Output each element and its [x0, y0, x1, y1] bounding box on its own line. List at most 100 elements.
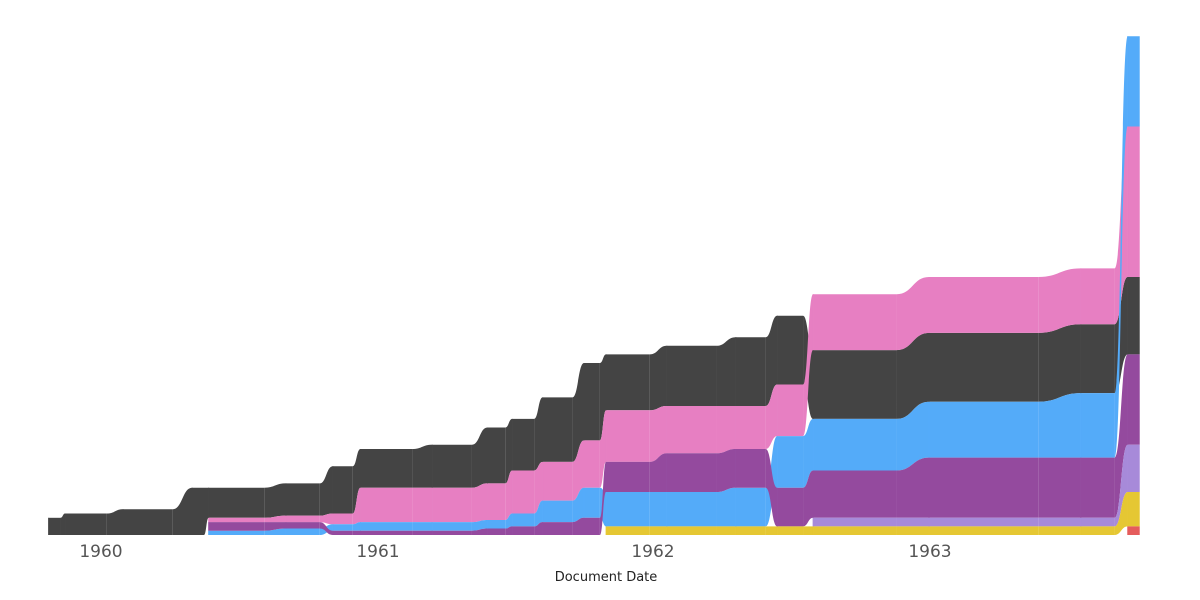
- ribbon-segment: [208, 530, 265, 535]
- ribbon-connector: [765, 526, 778, 535]
- ribbon-connector: [412, 530, 433, 535]
- ribbon-connector: [534, 500, 543, 527]
- ribbon-connector: [534, 522, 543, 535]
- ribbon-connector: [765, 384, 778, 449]
- ribbon-segment: [666, 492, 717, 527]
- ribbon-segment: [542, 522, 573, 535]
- ribbon-segment: [1127, 126, 1140, 277]
- ribbon-segment: [813, 350, 897, 419]
- ribbon-connector: [352, 530, 361, 535]
- ribbon-segment: [735, 487, 766, 527]
- ribbon-segment: [332, 466, 353, 514]
- ribbon-segment: [542, 500, 573, 523]
- ribbon-segment: [666, 526, 717, 535]
- ribbon-connector: [896, 517, 929, 527]
- series-red: [1127, 526, 1140, 535]
- ribbon-segment: [1080, 457, 1115, 518]
- ribbon-connector: [803, 470, 814, 527]
- ribbon-connector: [505, 526, 513, 535]
- ribbon-connector: [1038, 526, 1081, 535]
- ribbon-connector: [1038, 517, 1081, 527]
- ribbon-segment: [813, 418, 897, 471]
- ribbon-connector: [896, 332, 929, 419]
- ribbon-segment: [512, 470, 535, 514]
- ribbon-connector: [60, 513, 66, 535]
- series-blue: [208, 36, 1140, 535]
- ribbon-segment: [432, 444, 472, 488]
- ribbon-segment: [285, 483, 320, 516]
- ribbon-segment: [360, 530, 413, 535]
- ribbon-connector: [264, 483, 286, 518]
- ribbon-connector: [412, 444, 433, 488]
- ribbon-segment: [813, 294, 897, 351]
- ribbon-connector: [716, 449, 736, 492]
- ribbon-segment: [487, 483, 506, 520]
- ribbon-segment: [606, 354, 650, 411]
- ribbon-connector: [716, 487, 736, 527]
- ribbon-segment: [777, 315, 804, 385]
- ribbon-segment: [487, 519, 506, 529]
- series-yellow: [606, 492, 1140, 535]
- series-lavender: [813, 444, 1140, 527]
- ribbon-connector: [896, 277, 929, 351]
- ribbon-segment: [606, 526, 650, 535]
- ribbon-connector: [319, 466, 333, 516]
- ribbon-segment: [777, 384, 804, 437]
- x-axis-title: Document Date: [555, 570, 658, 585]
- ribbon-segment: [65, 513, 107, 535]
- ribbon-connector: [264, 528, 286, 535]
- ribbon-segment: [432, 487, 472, 523]
- ribbon-connector: [264, 515, 286, 523]
- ribbon-segment: [332, 530, 353, 535]
- ribbon-connector: [803, 418, 814, 488]
- ribbon-connector: [505, 418, 513, 484]
- series-dark: [48, 277, 1140, 535]
- ribbon-segment: [285, 528, 320, 535]
- ribbon-segment: [208, 487, 265, 518]
- ribbon-segment: [929, 401, 1039, 458]
- x-tick-label: 1961: [356, 542, 399, 562]
- ribbon-connector: [471, 519, 488, 531]
- x-tick-label: 1963: [908, 542, 951, 562]
- ribbon-segment: [735, 526, 766, 535]
- ribbon-segment: [929, 517, 1039, 527]
- ribbon-connector: [106, 509, 124, 535]
- ribbon-segment: [512, 526, 535, 535]
- period-boundaries: [48, 36, 1129, 535]
- ribbon-segment: [813, 517, 897, 527]
- ribbon-segment: [1127, 36, 1140, 127]
- ribbon-segment: [929, 526, 1039, 535]
- ribbon-segment: [487, 528, 506, 535]
- ribbon-connector: [172, 487, 193, 535]
- ribbon-segment: [332, 524, 353, 531]
- ribbon-segment: [1080, 393, 1115, 458]
- ribbon-segment: [48, 517, 61, 535]
- ribbon-connector: [319, 513, 333, 525]
- ribbon-segment: [360, 487, 413, 523]
- x-axis-ticks: 1960 1961 1962 1963: [79, 542, 951, 562]
- ribbon-connector: [1114, 36, 1128, 458]
- ribbon-segment: [332, 513, 353, 525]
- ribbon-connector: [471, 483, 488, 523]
- ribbon-connector: [803, 294, 814, 437]
- ribbon-connector: [352, 449, 361, 514]
- ribbon-connector: [412, 487, 433, 523]
- ribbon-connector: [896, 401, 929, 471]
- ribbon-segment: [1127, 492, 1140, 527]
- ribbon-connector: [572, 487, 584, 523]
- ribbon-segment: [1127, 444, 1140, 492]
- ribbon-segment: [777, 436, 804, 488]
- ribbon-segment: [666, 406, 717, 454]
- ribbon-segment: [1080, 526, 1115, 535]
- ribbon-connector: [471, 528, 488, 535]
- ribbon-connector: [649, 345, 667, 411]
- ribbon-segment: [584, 440, 600, 488]
- ribbon-segment: [606, 461, 650, 492]
- ribbon-connector: [1114, 444, 1128, 527]
- ribbon-segment: [735, 337, 766, 406]
- ribbon-segment: [777, 526, 804, 535]
- ribbon-segment: [1080, 517, 1115, 527]
- ribbon-connector: [572, 440, 584, 501]
- ribbon-connector: [505, 513, 513, 529]
